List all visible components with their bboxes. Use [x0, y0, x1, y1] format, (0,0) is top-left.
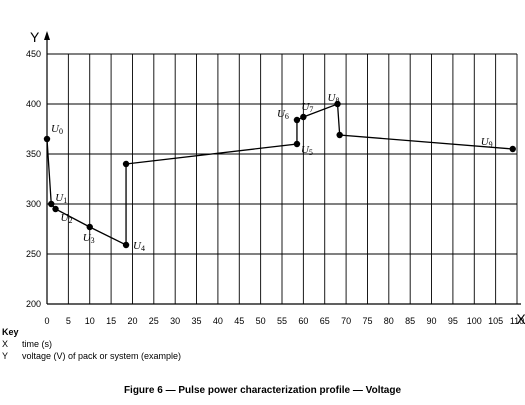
x-tick-label: 40	[213, 316, 223, 326]
point-label: U7	[301, 101, 313, 114]
voltage-series	[43, 100, 516, 249]
grid	[46, 53, 518, 305]
data-point	[86, 223, 93, 231]
x-tick-label: 60	[298, 316, 308, 326]
x-axis-label: X	[516, 311, 525, 327]
key-text: time (s)	[22, 339, 52, 349]
x-tick-label: 45	[234, 316, 244, 326]
key-symbol: X	[2, 339, 9, 349]
x-tick-label: 35	[192, 316, 202, 326]
y-tick-label: 200	[26, 299, 41, 309]
y-tick-label: 400	[26, 99, 41, 109]
data-point	[334, 100, 341, 108]
data-point	[48, 200, 55, 208]
x-tick-label: 80	[384, 316, 394, 326]
point-label: U5	[301, 144, 313, 157]
key-symbol: Y	[2, 351, 9, 361]
point-label: U0	[51, 123, 63, 136]
chart: YX 0 5 10 15 20 25 30 35 40 45 50 55 60 65 70 75 80 85 90 9…	[26, 29, 525, 327]
data-point	[336, 131, 343, 139]
x-tick-label: 70	[341, 316, 351, 326]
x-tick-label: 50	[256, 316, 266, 326]
axes: YX	[30, 29, 525, 327]
point-label: U1	[55, 192, 67, 205]
point-label: U6	[277, 108, 289, 121]
point-label-subscript: 8	[335, 96, 339, 105]
tick-labels: 0 5 10 15 20 25 30 35 40 45 50 55 60 65 70 75 80 85 90 95 10…	[26, 49, 524, 326]
figure-caption: Figure 6 — Pulse power characterization …	[123, 385, 402, 396]
point-label-subscript: 6	[285, 112, 289, 121]
x-tick-label: 25	[149, 316, 159, 326]
x-tick-label: 105	[488, 316, 503, 326]
x-tick-label: 5	[66, 316, 71, 326]
x-tick-label: 0	[44, 316, 49, 326]
y-axis-label: Y	[30, 29, 40, 45]
series-line	[46, 103, 513, 247]
data-point	[293, 116, 301, 124]
y-tick-label: 350	[26, 149, 41, 159]
point-labels: U0 U1 U2 U3 U4 U5 U6 U7 U8 U9	[51, 92, 493, 253]
point-label: U8	[328, 92, 340, 105]
point-label-subscript: 0	[59, 127, 63, 136]
x-tick-label: 100	[467, 316, 482, 326]
x-tick-label: 110	[510, 316, 524, 326]
point-label: U9	[481, 136, 493, 149]
key-text: voltage (V) of pack or system (example)	[22, 351, 182, 361]
data-point	[43, 135, 51, 143]
y-axis-arrow	[44, 31, 50, 40]
point-label-subscript: 5	[309, 148, 313, 157]
key-title: Key	[2, 327, 19, 337]
point-label-subscript: 1	[63, 196, 67, 205]
data-point	[52, 205, 59, 213]
x-tick-label: 55	[277, 316, 287, 326]
point-label: U4	[133, 240, 145, 253]
x-tick-label: 30	[170, 316, 180, 326]
x-tick-label: 95	[448, 316, 458, 326]
point-label: U3	[83, 232, 95, 245]
data-point	[509, 145, 516, 153]
data-point	[122, 160, 130, 168]
x-tick-label: 20	[127, 316, 137, 326]
x-tick-label: 85	[405, 316, 415, 326]
y-tick-label: 450	[26, 49, 41, 59]
data-point	[293, 140, 301, 148]
x-tick-label: 65	[320, 316, 330, 326]
point-label: U2	[61, 212, 73, 225]
point-label-subscript: 2	[68, 216, 72, 225]
x-tick-label: 75	[362, 316, 372, 326]
x-tick-label: 10	[85, 316, 95, 326]
point-label-subscript: 9	[489, 140, 493, 149]
y-tick-label: 300	[26, 199, 41, 209]
y-tick-label: 250	[26, 249, 41, 259]
point-label-subscript: 7	[309, 105, 313, 114]
point-label-subscript: 3	[91, 236, 95, 245]
point-label-subscript: 4	[141, 244, 145, 253]
x-tick-label: 90	[427, 316, 437, 326]
data-point	[300, 113, 307, 121]
x-tick-label: 15	[106, 316, 116, 326]
data-point	[122, 241, 130, 249]
